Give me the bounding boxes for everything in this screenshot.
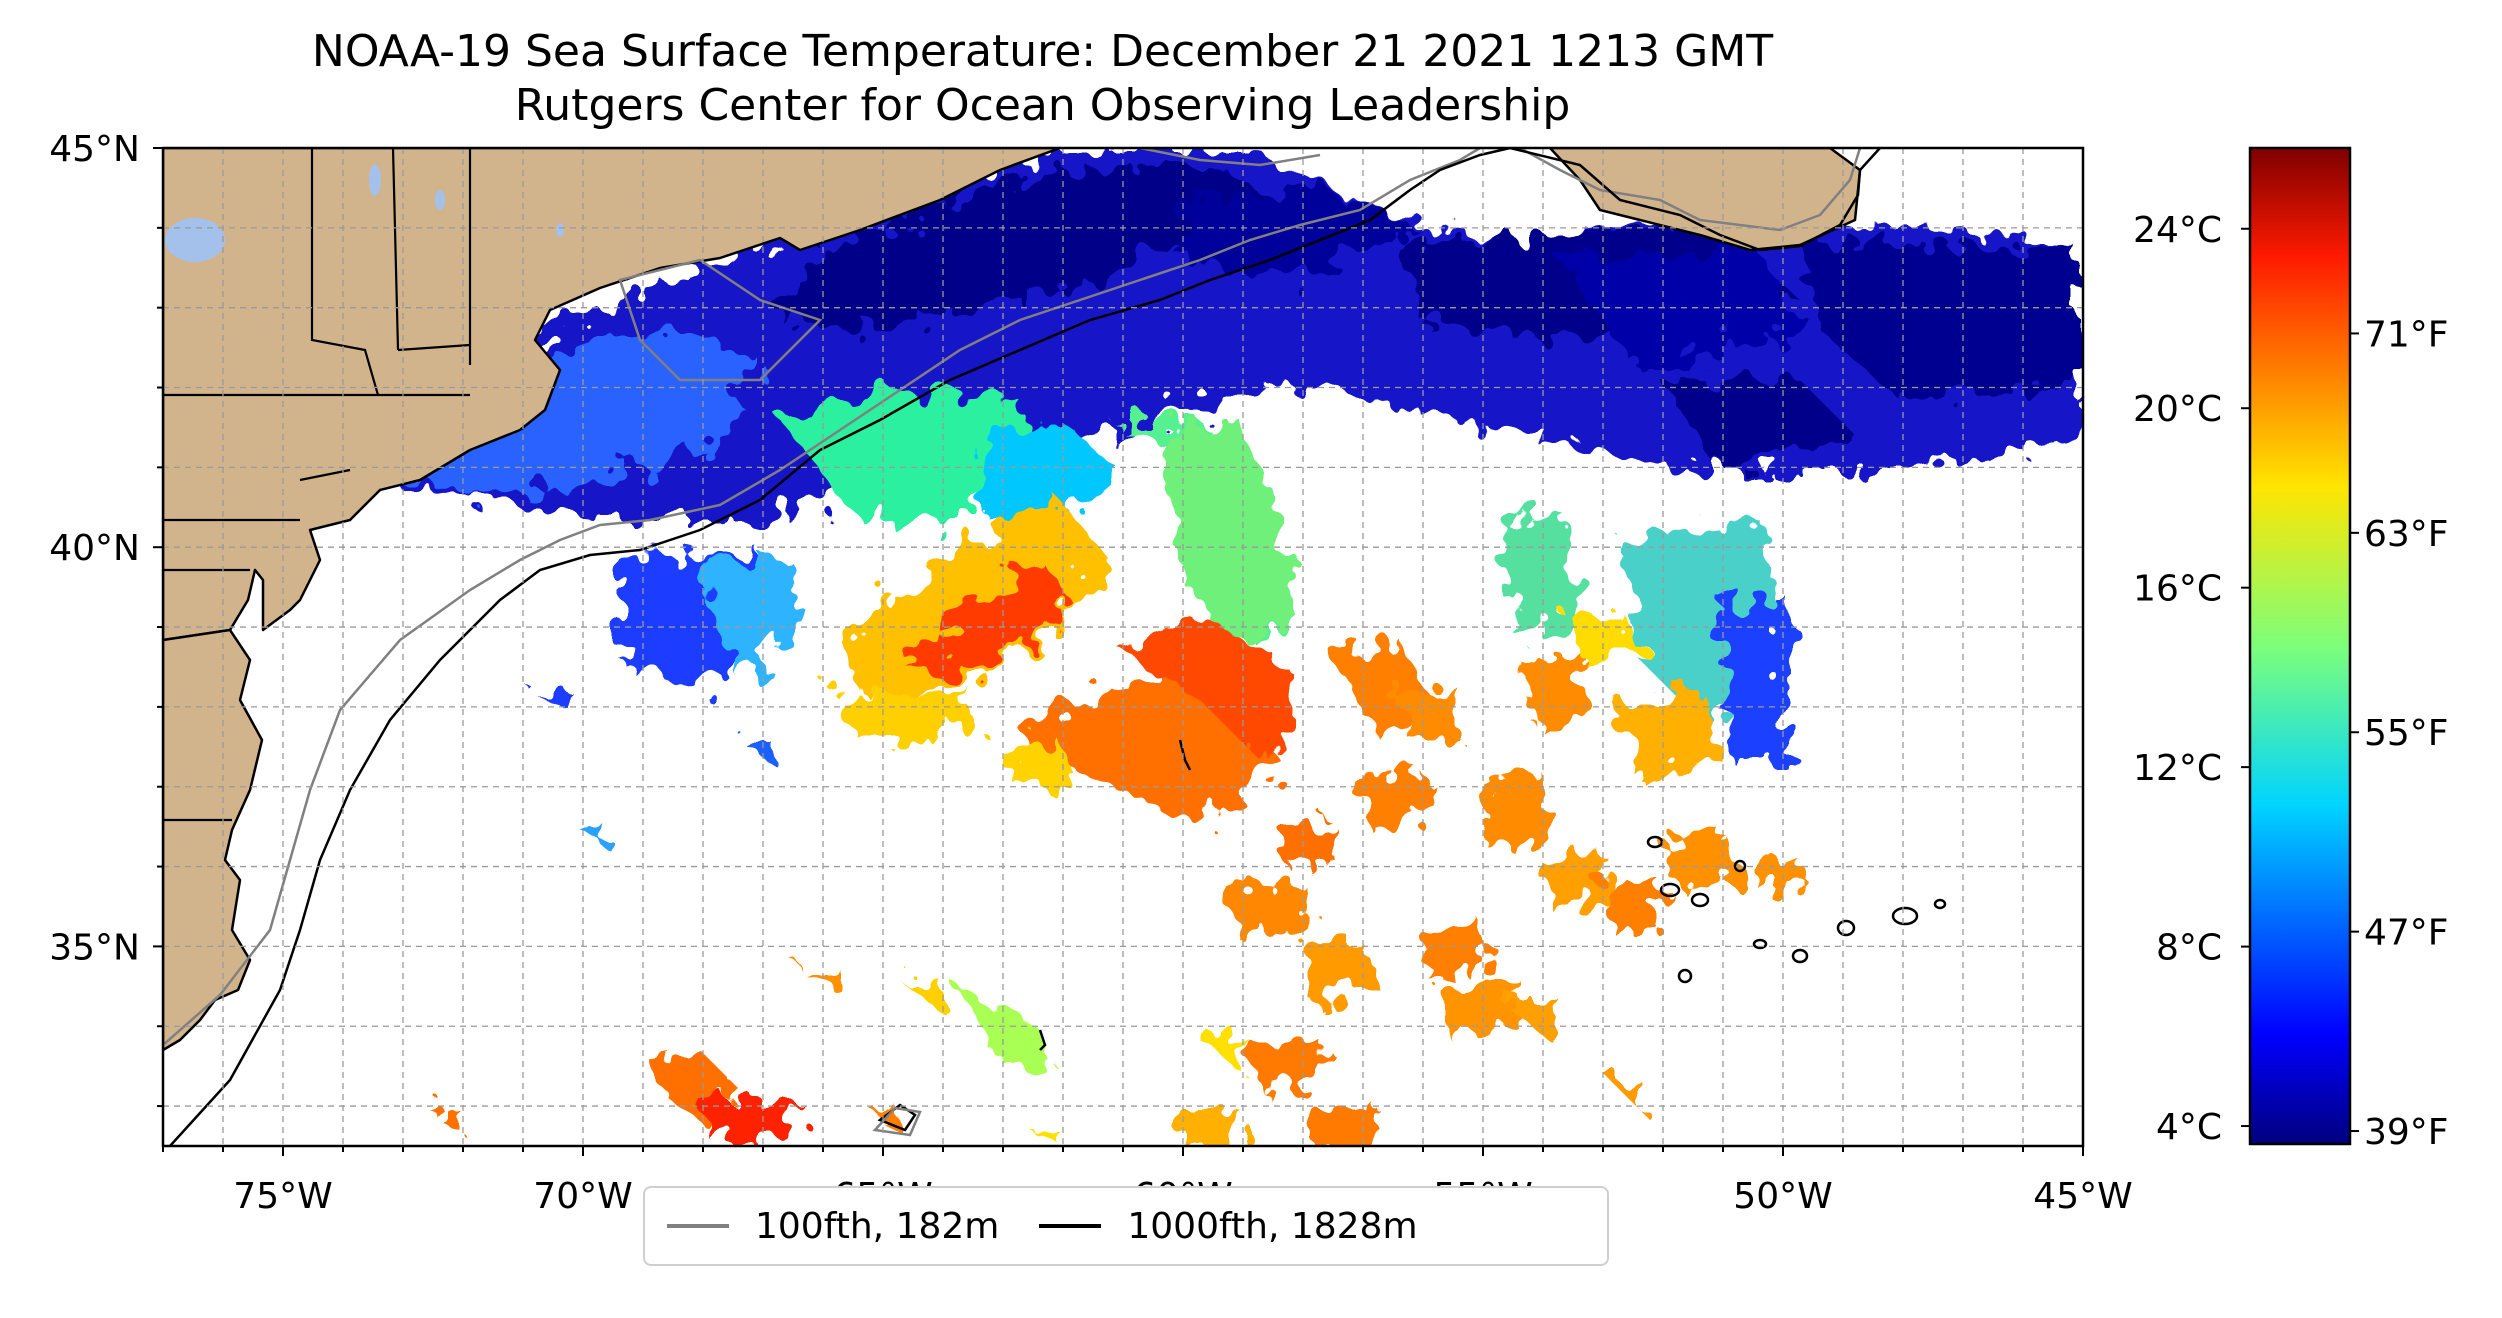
colorbar — [2248, 146, 2352, 1146]
fahrenheit-tick-label: 39°F — [2364, 1112, 2449, 1153]
celsius-tick-label: 20°C — [2133, 389, 2222, 430]
lakes — [165, 164, 564, 262]
celsius-tick-label: 12°C — [2133, 748, 2222, 789]
seamount-isobath-100fth — [872, 1106, 922, 1137]
lat-tick-label: 45°N — [49, 129, 140, 170]
celsius-tick-label: 16°C — [2133, 569, 2222, 610]
legend-swatch-1000fth — [1039, 1224, 1102, 1228]
celsius-tick-label: 24°C — [2133, 210, 2222, 251]
fahrenheit-tick-label: 55°F — [2364, 713, 2449, 754]
map-title-line1: NOAA-19 Sea Surface Temperature: Decembe… — [311, 26, 1774, 77]
lat-tick-label: 40°N — [49, 528, 140, 569]
isobath-1000fth — [169, 148, 1947, 1146]
colorbar-ticks: 24°C 20°C 16°C 12°C 8°C 4°C 71°F 63°F 55°F 47°F 39… — [2133, 210, 2448, 1153]
map-title-line2: Rutgers Center for Ocean Observing Leade… — [514, 80, 1571, 131]
legend-label-1000fth: 1000fth, 1828m — [1127, 1205, 1418, 1247]
fahrenheit-tick-label: 47°F — [2364, 913, 2449, 954]
lat-tick-label: 35°N — [49, 927, 140, 968]
map-area — [163, 148, 2083, 1146]
lon-tick-label: 70°W — [533, 1176, 632, 1217]
fahrenheit-tick-label: 71°F — [2364, 314, 2449, 355]
celsius-tick-label: 8°C — [2156, 928, 2222, 969]
legend-label-100fth: 100fth, 182m — [755, 1205, 1000, 1247]
state-borders — [163, 148, 472, 822]
legend-item-100fth: 100fth, 182m — [667, 1206, 999, 1247]
sst-field — [350, 150, 2080, 1146]
lon-tick-label: 45°W — [2033, 1176, 2132, 1217]
celsius-tick-label: 4°C — [2156, 1107, 2222, 1148]
gridlines — [163, 148, 2083, 1146]
map-legend: 100fth, 182m 1000fth, 1828m — [643, 1186, 1609, 1266]
lon-tick-label: 50°W — [1733, 1176, 1832, 1217]
legend-swatch-100fth — [667, 1224, 729, 1228]
lon-tick-label: 75°W — [233, 1176, 332, 1217]
legend-item-1000fth: 1000fth, 1828m — [1039, 1205, 1418, 1247]
fahrenheit-tick-label: 63°F — [2364, 514, 2449, 555]
isobath-100fth — [163, 148, 1862, 1046]
